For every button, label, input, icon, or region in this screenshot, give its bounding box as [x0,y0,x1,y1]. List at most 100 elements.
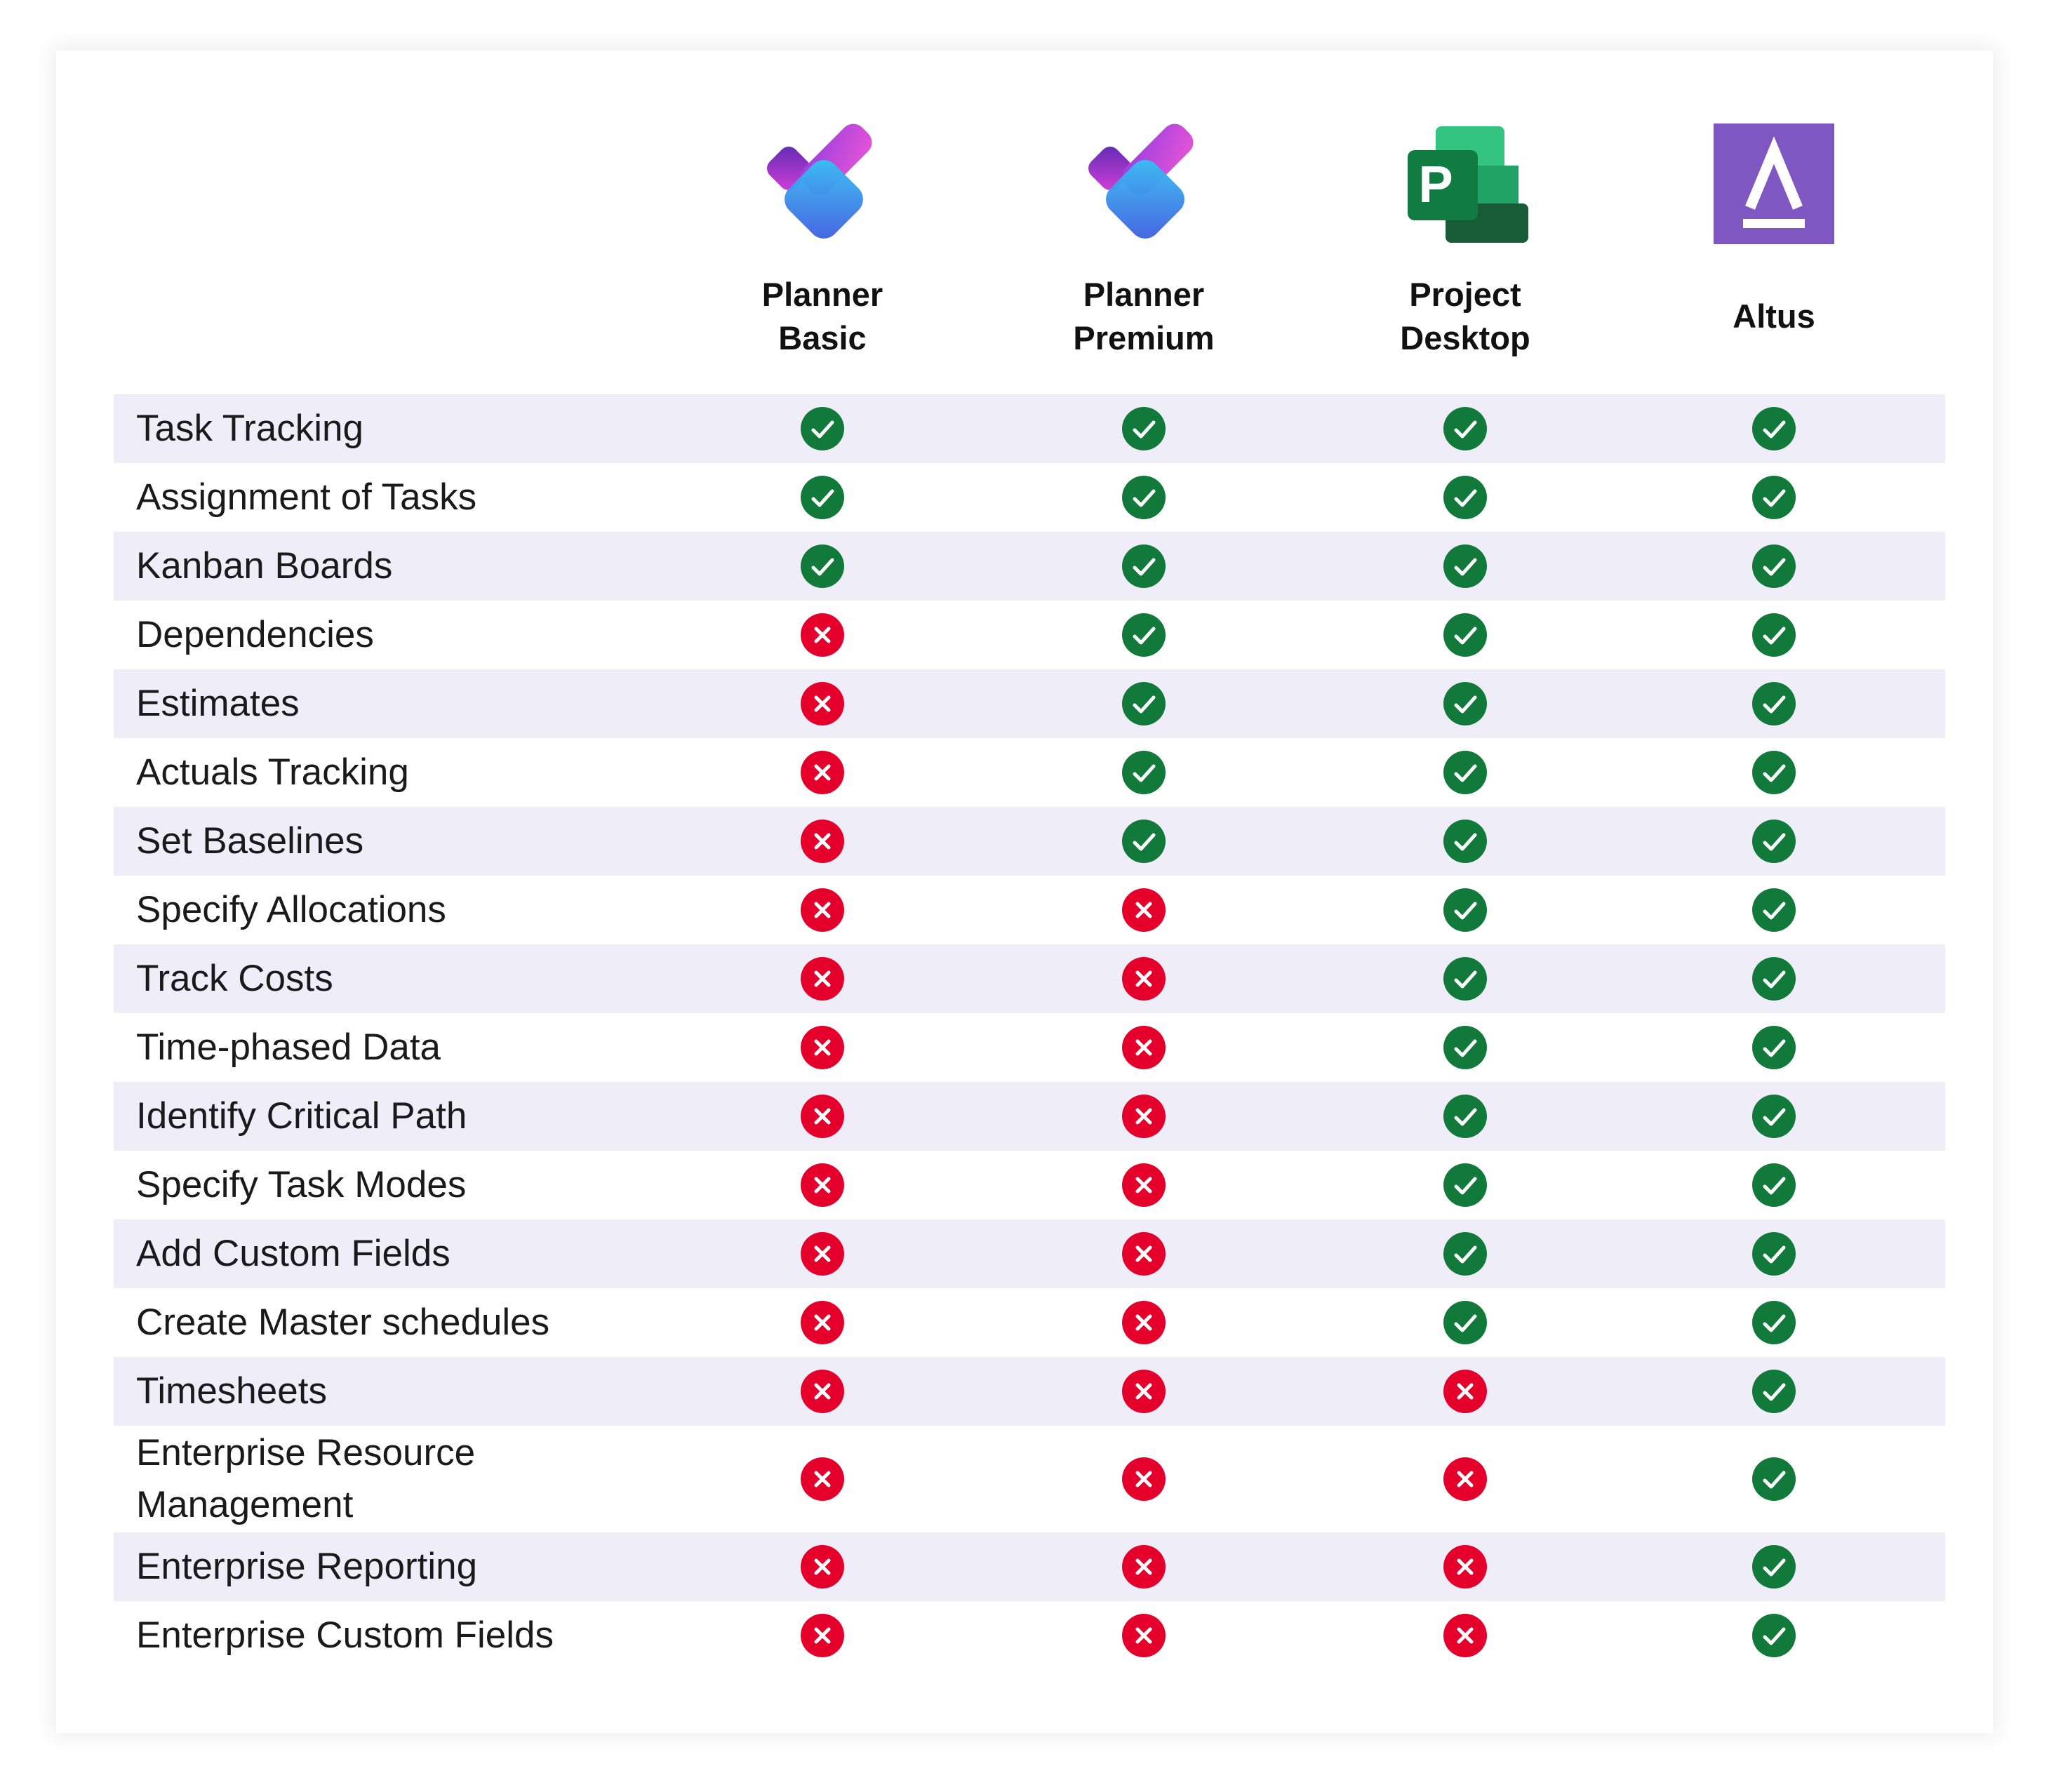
table-row: Timesheets [114,1357,1945,1426]
check-icon [1752,1457,1796,1501]
check-icon [1443,1026,1487,1069]
check-icon [1752,476,1796,519]
cross-icon [801,1095,844,1138]
table-row: Set Baselines [114,807,1945,876]
cross-icon [1122,1614,1166,1657]
table-row: Create Master schedules [114,1288,1945,1357]
check-icon [1752,820,1796,863]
product-name: Altus [1733,297,1815,335]
check-icon [1443,1301,1487,1344]
cross-icon [801,820,844,863]
table-row: Enterprise Reporting [114,1532,1945,1601]
feature-label: Assignment of Tasks [136,476,477,518]
feature-label: Track Costs [136,958,333,999]
table-row: Identify Critical Path [114,1082,1945,1151]
cross-icon [1122,1370,1166,1413]
feature-label: Actuals Tracking [136,751,409,793]
product-name: Planner Basic [761,276,883,356]
cross-icon [801,1301,844,1344]
feature-label: Timesheets [136,1370,327,1412]
table-row: Assignment of Tasks [114,463,1945,532]
cross-icon [801,1163,844,1207]
check-icon [1443,751,1487,794]
check-icon [1443,820,1487,863]
cross-icon [801,751,844,794]
check-icon [1122,476,1166,519]
check-icon [1122,407,1166,450]
product-header: Planner Premium [982,121,1305,362]
table-row: Track Costs [114,944,1945,1013]
cross-icon [801,1232,844,1276]
check-icon [1122,751,1166,794]
planner-logo-icon [661,121,984,247]
cross-icon [801,682,844,726]
check-icon [801,544,844,588]
check-icon [801,476,844,519]
check-icon [1443,888,1487,932]
table-row: Enterprise Resource Management [114,1426,1945,1532]
table-header: Planner Basic Planner Premium P Project Des… [114,51,1945,394]
check-icon [1443,682,1487,726]
cross-icon [801,1370,844,1413]
svg-text:P: P [1418,155,1453,213]
cross-icon [1122,1095,1166,1138]
check-icon [1752,888,1796,932]
cross-icon [801,1545,844,1589]
cross-icon [1122,957,1166,1001]
product-header: Planner Basic [661,121,984,362]
cross-icon [1443,1457,1487,1501]
table-row: Add Custom Fields [114,1219,1945,1288]
table-row: Kanban Boards [114,532,1945,601]
cross-icon [1122,888,1166,932]
check-icon [1752,1026,1796,1069]
cross-icon [1443,1545,1487,1589]
table-body: Task Tracking Assignment of Tasks Kanban B… [114,394,1945,1670]
cross-icon [1443,1370,1487,1413]
cross-icon [801,1614,844,1657]
feature-label: Dependencies [136,614,374,655]
check-icon [1752,957,1796,1001]
check-icon [1443,1095,1487,1138]
planner-logo-icon [982,121,1305,247]
check-icon [1752,1163,1796,1207]
cross-icon [801,888,844,932]
feature-label: Set Baselines [136,820,364,862]
cross-icon [1122,1163,1166,1207]
table-row: Enterprise Custom Fields [114,1601,1945,1670]
check-icon [1443,407,1487,450]
check-icon [1752,682,1796,726]
feature-label: Estimates [136,683,300,724]
cross-icon [1122,1545,1166,1589]
feature-label: Create Master schedules [136,1302,550,1343]
feature-label: Specify Allocations [136,889,446,930]
check-icon [1752,407,1796,450]
cross-icon [1122,1301,1166,1344]
product-name: Planner Premium [1073,276,1215,356]
cross-icon [801,1457,844,1501]
feature-label: Identify Critical Path [136,1095,467,1137]
feature-label: Enterprise Reporting [136,1546,478,1587]
feature-label: Add Custom Fields [136,1233,450,1274]
feature-label: Specify Task Modes [136,1164,467,1205]
feature-label: Enterprise Custom Fields [136,1614,554,1656]
table-row: Actuals Tracking [114,738,1945,807]
check-icon [1443,957,1487,1001]
check-icon [1752,1095,1796,1138]
product-header: P Project Desktop [1304,121,1627,362]
table-row: Specify Allocations [114,876,1945,944]
check-icon [1752,751,1796,794]
check-icon [1122,682,1166,726]
cross-icon [1122,1232,1166,1276]
feature-label: Time-phased Data [136,1027,441,1068]
cross-icon [1443,1614,1487,1657]
product-name: Project Desktop [1400,276,1530,356]
check-icon [1443,1232,1487,1276]
check-icon [1443,613,1487,657]
product-header: Altus [1613,121,1935,362]
check-icon [1752,1301,1796,1344]
check-icon [1122,820,1166,863]
check-icon [1752,1370,1796,1413]
cross-icon [1122,1457,1166,1501]
cross-icon [801,1026,844,1069]
check-icon [1443,544,1487,588]
